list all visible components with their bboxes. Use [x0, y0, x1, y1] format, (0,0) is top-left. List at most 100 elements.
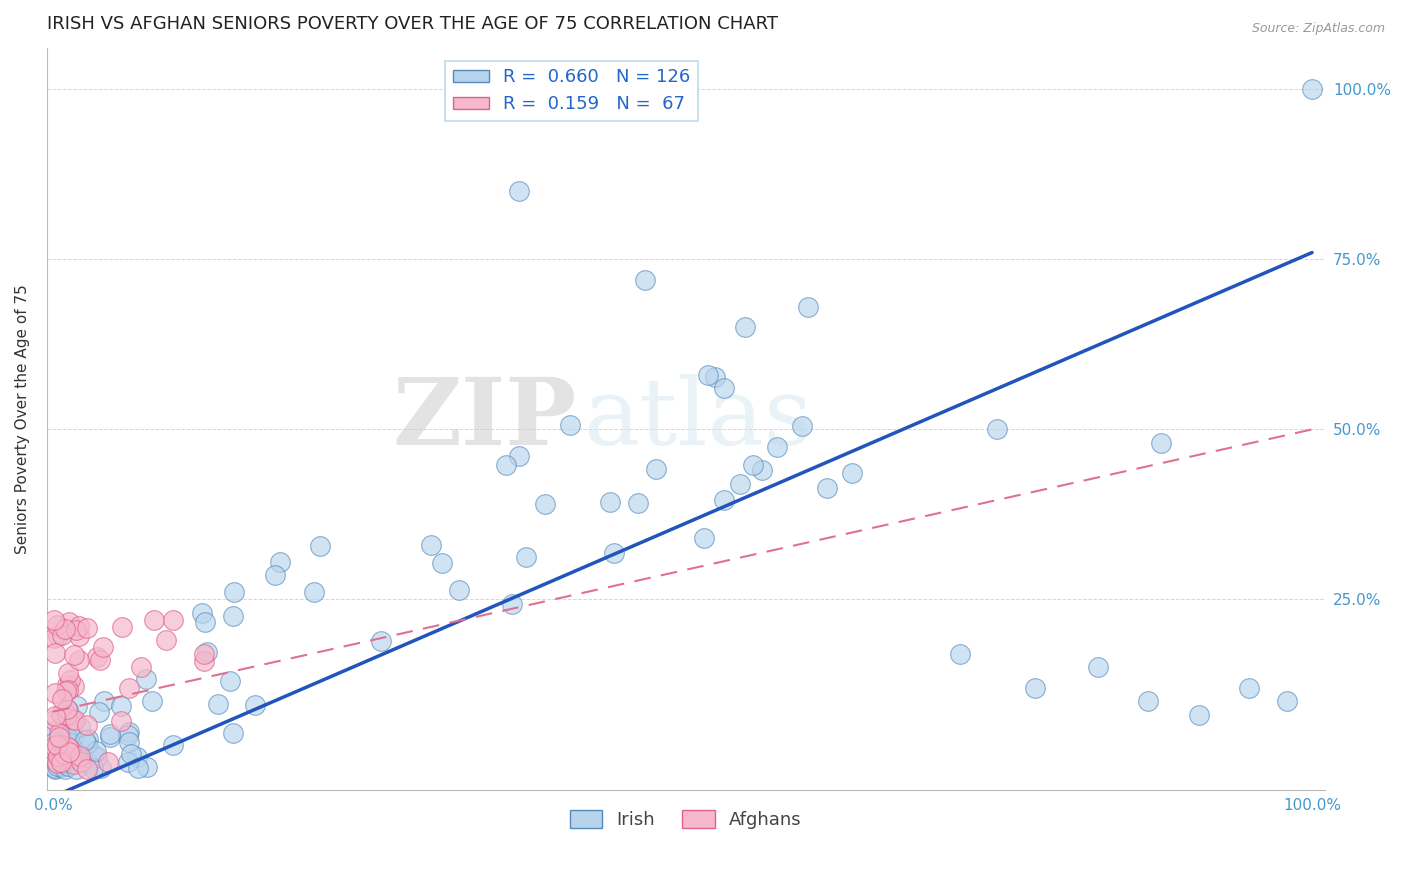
- Point: [634, 273, 657, 287]
- Point: [420, 538, 443, 552]
- Point: [56, 678, 79, 692]
- Point: [98, 727, 121, 741]
- Point: [534, 496, 557, 510]
- Point: [1150, 436, 1173, 450]
- Point: [49, 759, 72, 773]
- Point: [63, 713, 86, 727]
- Point: [46, 759, 69, 773]
- Point: [48, 751, 70, 765]
- Point: [48, 731, 70, 745]
- Point: [120, 747, 142, 761]
- Point: [65, 763, 87, 777]
- Point: [155, 633, 177, 648]
- Point: [558, 417, 581, 432]
- Point: [62, 718, 84, 732]
- Point: [76, 762, 98, 776]
- Point: [44, 709, 66, 723]
- Point: [447, 582, 470, 597]
- Y-axis label: Seniors Poverty Over the Age of 75: Seniors Poverty Over the Age of 75: [15, 285, 30, 554]
- Point: [790, 419, 813, 434]
- Point: [59, 673, 82, 687]
- Point: [243, 698, 266, 712]
- Point: [93, 694, 115, 708]
- Point: [70, 755, 93, 769]
- Point: [948, 647, 970, 661]
- Point: [77, 757, 100, 772]
- Point: [118, 735, 141, 749]
- Point: [693, 531, 716, 545]
- Point: [207, 697, 229, 711]
- Point: [42, 632, 65, 646]
- Point: [136, 759, 159, 773]
- Point: [63, 750, 86, 764]
- Point: [62, 757, 84, 772]
- Point: [221, 609, 243, 624]
- Point: [65, 751, 87, 765]
- Point: [63, 739, 86, 753]
- Point: [599, 495, 621, 509]
- Point: [44, 724, 66, 739]
- Point: [56, 759, 79, 773]
- Point: [195, 645, 218, 659]
- Point: [49, 747, 72, 762]
- Point: [218, 673, 240, 688]
- Point: [127, 761, 149, 775]
- Point: [52, 747, 75, 761]
- Text: ZIP: ZIP: [392, 374, 576, 464]
- Point: [53, 622, 76, 636]
- Point: [48, 726, 70, 740]
- Point: [76, 718, 98, 732]
- Point: [162, 613, 184, 627]
- Point: [56, 683, 79, 698]
- Point: [66, 698, 89, 713]
- Point: [751, 463, 773, 477]
- Point: [46, 617, 69, 632]
- Point: [44, 763, 66, 777]
- Point: [1137, 694, 1160, 708]
- Point: [222, 584, 245, 599]
- Point: [60, 755, 83, 769]
- Point: [308, 539, 330, 553]
- Text: IRISH VS AFGHAN SENIORS POVERTY OVER THE AGE OF 75 CORRELATION CHART: IRISH VS AFGHAN SENIORS POVERTY OVER THE…: [46, 15, 778, 33]
- Point: [76, 737, 98, 751]
- Point: [56, 703, 79, 717]
- Point: [986, 422, 1008, 436]
- Point: [70, 748, 93, 763]
- Point: [627, 496, 650, 510]
- Point: [91, 640, 114, 654]
- Point: [111, 620, 134, 634]
- Point: [815, 481, 838, 495]
- Point: [52, 755, 75, 769]
- Point: [87, 706, 110, 720]
- Point: [59, 727, 82, 741]
- Point: [65, 623, 87, 637]
- Point: [86, 750, 108, 764]
- Point: [46, 748, 69, 763]
- Point: [52, 756, 75, 770]
- Legend: Irish, Afghans: Irish, Afghans: [562, 804, 808, 837]
- Point: [58, 666, 80, 681]
- Point: [56, 740, 79, 755]
- Point: [728, 477, 751, 491]
- Point: [1024, 681, 1046, 695]
- Point: [60, 749, 83, 764]
- Point: [51, 756, 73, 770]
- Point: [59, 742, 82, 756]
- Point: [1237, 681, 1260, 695]
- Point: [302, 585, 325, 599]
- Point: [86, 649, 108, 664]
- Point: [194, 615, 217, 629]
- Point: [110, 714, 132, 728]
- Point: [60, 737, 83, 751]
- Point: [69, 748, 91, 763]
- Point: [51, 628, 73, 642]
- Point: [222, 726, 245, 740]
- Point: [58, 615, 80, 629]
- Point: [117, 728, 139, 742]
- Point: [59, 751, 82, 765]
- Point: [82, 747, 104, 762]
- Point: [63, 679, 86, 693]
- Point: [765, 440, 787, 454]
- Point: [67, 618, 90, 632]
- Point: [59, 736, 82, 750]
